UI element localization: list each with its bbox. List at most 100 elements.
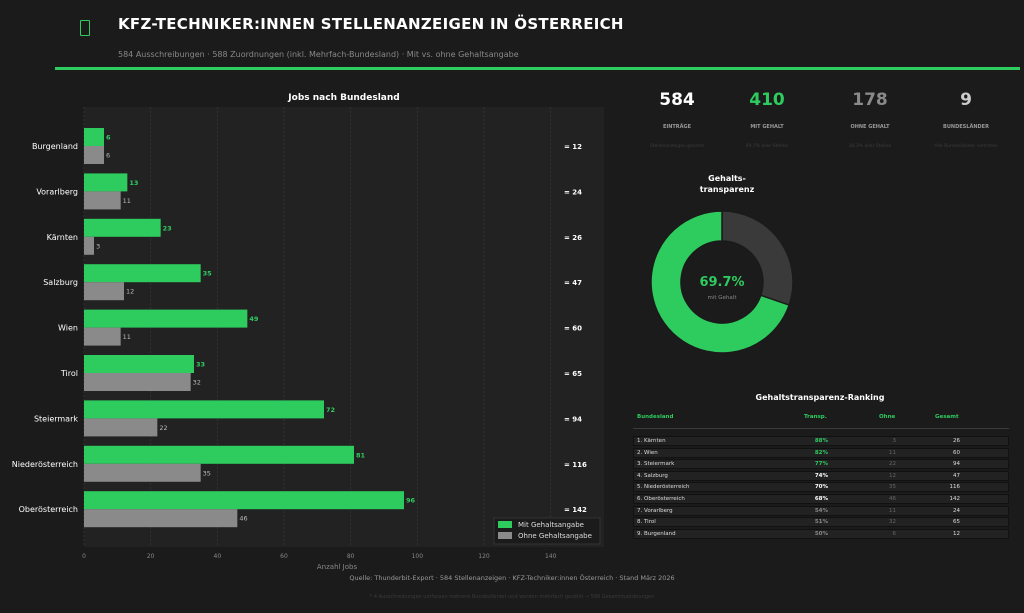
cell-ohne: 11 [889, 449, 896, 456]
donut-chart: 69.7% mit Gehalt [650, 210, 794, 354]
cell-transp: 70% [814, 484, 828, 491]
kpi-value: 584 [659, 90, 695, 110]
kpi-sub: 30.3% aller Stellen [848, 144, 892, 149]
x-tick-label: 60 [280, 553, 288, 560]
total-label: = 60 [564, 325, 582, 333]
donut-center-label: mit Gehalt [708, 295, 738, 301]
kpi-card: 584 EINTRÄGE Stellenanzeigen gesamt [622, 90, 732, 149]
bar-ohne [84, 236, 94, 255]
bar-mit [84, 355, 194, 373]
bar-mit [84, 309, 248, 328]
cell-transp: 50% [814, 530, 828, 537]
category-label: Oberösterreich [19, 505, 78, 514]
cell-bundesland: 4. Salzburg [637, 472, 668, 479]
cell-bundesland: 3. Steiermark [637, 461, 675, 468]
header-divider [55, 67, 1020, 70]
cell-gesamt: 116 [949, 484, 961, 491]
bar-value-label: 32 [193, 379, 201, 387]
total-label: = 12 [564, 143, 582, 151]
cell-bundesland: 8. Tirol [637, 519, 656, 526]
legend-label: Mit Gehaltsangabe [518, 521, 584, 529]
category-label: Wien [58, 324, 78, 333]
cell-gesamt: 24 [953, 507, 960, 514]
cell-ohne: 35 [889, 484, 896, 491]
kpi-sub: Stellenanzeigen gesamt [649, 144, 705, 149]
page-title: KFZ-TECHNIKER:INNEN STELLENANZEIGEN IN Ö… [118, 15, 624, 33]
table-row: 6. Oberösterreich 68% 46 142 [633, 494, 1009, 504]
table-row: 9. Burgenland 50% 6 12 [633, 528, 1009, 539]
donut-center-value: 69.7% [699, 275, 744, 290]
kpi-value: 9 [960, 90, 972, 110]
bar-value-label: 49 [249, 315, 259, 323]
kpi-card: 9 BUNDESLÄNDER Alle Bundesländer vertreten [911, 90, 1021, 149]
cell-transp: 82% [814, 449, 828, 456]
bar-value-label: 13 [129, 179, 138, 187]
bar-value-label: 96 [406, 497, 416, 505]
kpi-sub: Alle Bundesländer vertreten [934, 144, 998, 149]
category-label: Tirol [60, 369, 78, 378]
cell-gesamt: 26 [953, 438, 960, 444]
bar-ohne [84, 509, 238, 528]
cell-gesamt: 142 [949, 496, 961, 502]
total-label: = 142 [564, 506, 587, 514]
x-tick-label: 140 [545, 553, 557, 560]
category-label: Kärnten [47, 233, 78, 242]
legend-swatch [498, 532, 512, 539]
donut-slice [650, 210, 791, 354]
bar-mit [84, 128, 104, 146]
donut-title: Gehalts- transparenz [672, 173, 782, 195]
bar-value-label: 6 [106, 152, 110, 160]
total-label: = 26 [564, 234, 582, 242]
document-icon [80, 20, 90, 36]
footnote: * 4 Ausschreibungen umfassen mehrere Bun… [369, 594, 655, 600]
x-tick-label: 0 [82, 553, 86, 560]
cell-bundesland: 5. Niederösterreich [637, 484, 690, 491]
bar-ohne [84, 373, 191, 391]
cell-gesamt: 12 [953, 530, 960, 537]
kpi-card: 410 MIT GEHALT 69.7% aller Stellen [712, 90, 822, 149]
x-tick-label: 120 [478, 553, 490, 560]
bar-value-label: 35 [203, 469, 211, 477]
bar-value-label: 46 [239, 515, 247, 523]
cell-ohne: 6 [892, 530, 897, 537]
cell-ohne: 3 [892, 438, 897, 444]
category-label: Salzburg [43, 278, 78, 287]
kpi-card: 178 OHNE GEHALT 30.3% aller Stellen [815, 90, 925, 149]
table-row: 1. Kärnten 88% 3 26 [633, 436, 1009, 446]
bar-mit [84, 445, 354, 464]
category-label: Vorarlberg [36, 187, 78, 196]
bar-ohne [84, 282, 124, 301]
bar-mit [84, 491, 404, 510]
x-tick-label: 20 [147, 553, 155, 560]
x-tick-label: 40 [214, 553, 222, 560]
category-label: Niederösterreich [12, 460, 78, 469]
bar-value-label: 81 [356, 451, 366, 459]
legend-swatch [498, 521, 512, 528]
cell-bundesland: 2. Wien [637, 449, 658, 456]
ranking-title: Gehaltstransparenz-Ranking [755, 393, 885, 402]
cell-transp: 54% [814, 507, 828, 514]
total-label: = 47 [564, 279, 582, 287]
cell-gesamt: 60 [953, 449, 960, 456]
bar-ohne [84, 327, 121, 346]
bar-ohne [84, 191, 121, 210]
bar-value-label: 12 [126, 288, 134, 296]
cell-ohne: 12 [889, 472, 896, 479]
bar-value-label: 6 [106, 134, 111, 142]
header-divider [633, 428, 1009, 429]
table-row: 8. Tirol 51% 32 65 [633, 517, 1009, 528]
col-header-ohne: Ohne [879, 414, 896, 420]
total-label: = 116 [564, 461, 587, 469]
bar-mit [84, 264, 201, 283]
donut-title-text: Gehalts- transparenz [699, 174, 755, 194]
kpi-label: MIT GEHALT [750, 124, 784, 130]
col-header-gesamt: Gesamt [935, 414, 959, 420]
table-row: 5. Niederösterreich 70% 35 116 [633, 482, 1009, 493]
donut-slice [721, 210, 794, 307]
legend-label: Ohne Gehaltsangabe [518, 532, 592, 540]
bar-ohne [84, 146, 104, 164]
cell-gesamt: 47 [953, 472, 960, 479]
bar-value-label: 11 [123, 197, 131, 205]
bar-value-label: 23 [163, 224, 172, 232]
bar-mit [84, 218, 161, 237]
